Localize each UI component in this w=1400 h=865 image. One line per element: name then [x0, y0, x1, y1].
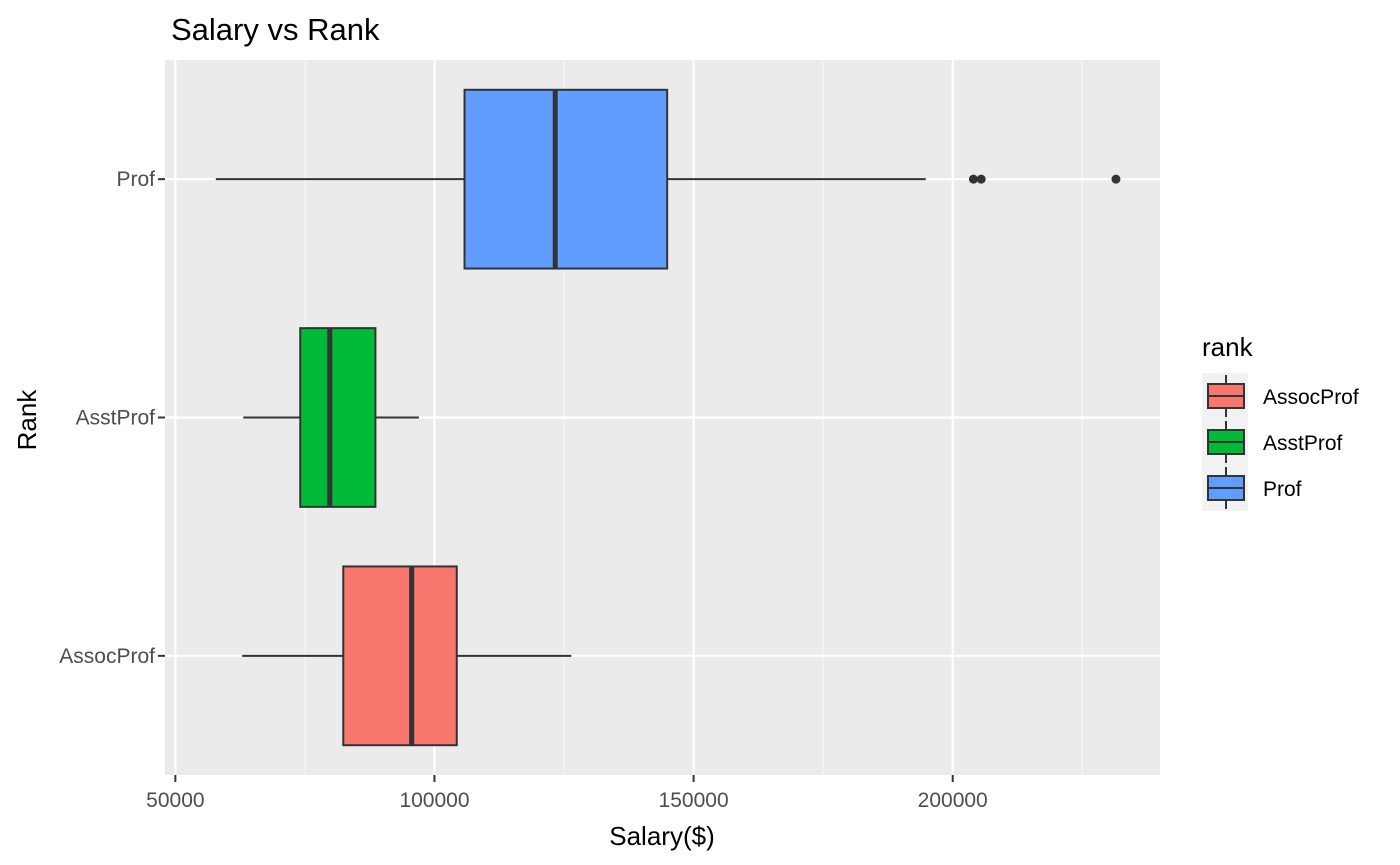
legend-title: rank: [1202, 332, 1254, 362]
x-axis-title: Salary($): [609, 821, 714, 851]
x-tick-label: 50000: [146, 789, 204, 812]
box-assocprof: [242, 565, 572, 747]
legend-item-asstprof: AsstProf: [1207, 421, 1343, 463]
iqr-box: [299, 327, 377, 508]
legend: rank AssocProf AsstProf Prof: [1202, 332, 1359, 511]
y-axis: Prof AsstProf AssocProf: [59, 168, 165, 668]
x-tick-label: 200000: [918, 789, 988, 812]
y-tick-label: Prof: [116, 168, 155, 191]
outlier-point: [976, 174, 986, 184]
boxes-layer: [215, 88, 1121, 747]
y-tick-label: AssocProf: [59, 645, 155, 668]
x-tick-label: 150000: [659, 789, 729, 812]
box-asstprof: [243, 327, 419, 508]
outlier-point: [1111, 174, 1121, 184]
outlier-point: [968, 174, 978, 184]
y-axis-title: Rank: [12, 389, 42, 451]
box-prof: [215, 88, 1121, 270]
legend-item-prof: Prof: [1207, 467, 1302, 509]
legend-item-assocprof: AssocProf: [1207, 375, 1359, 417]
y-tick-label: AsstProf: [76, 407, 156, 430]
legend-label: AssocProf: [1263, 386, 1359, 409]
x-axis: 50000 100000 150000 200000: [146, 775, 988, 812]
chart-title: Salary vs Rank: [171, 12, 380, 47]
x-tick-label: 100000: [399, 789, 469, 812]
iqr-box: [463, 88, 669, 270]
iqr-box: [342, 565, 458, 747]
legend-label: AsstProf: [1263, 432, 1343, 455]
legend-label: Prof: [1263, 478, 1302, 501]
